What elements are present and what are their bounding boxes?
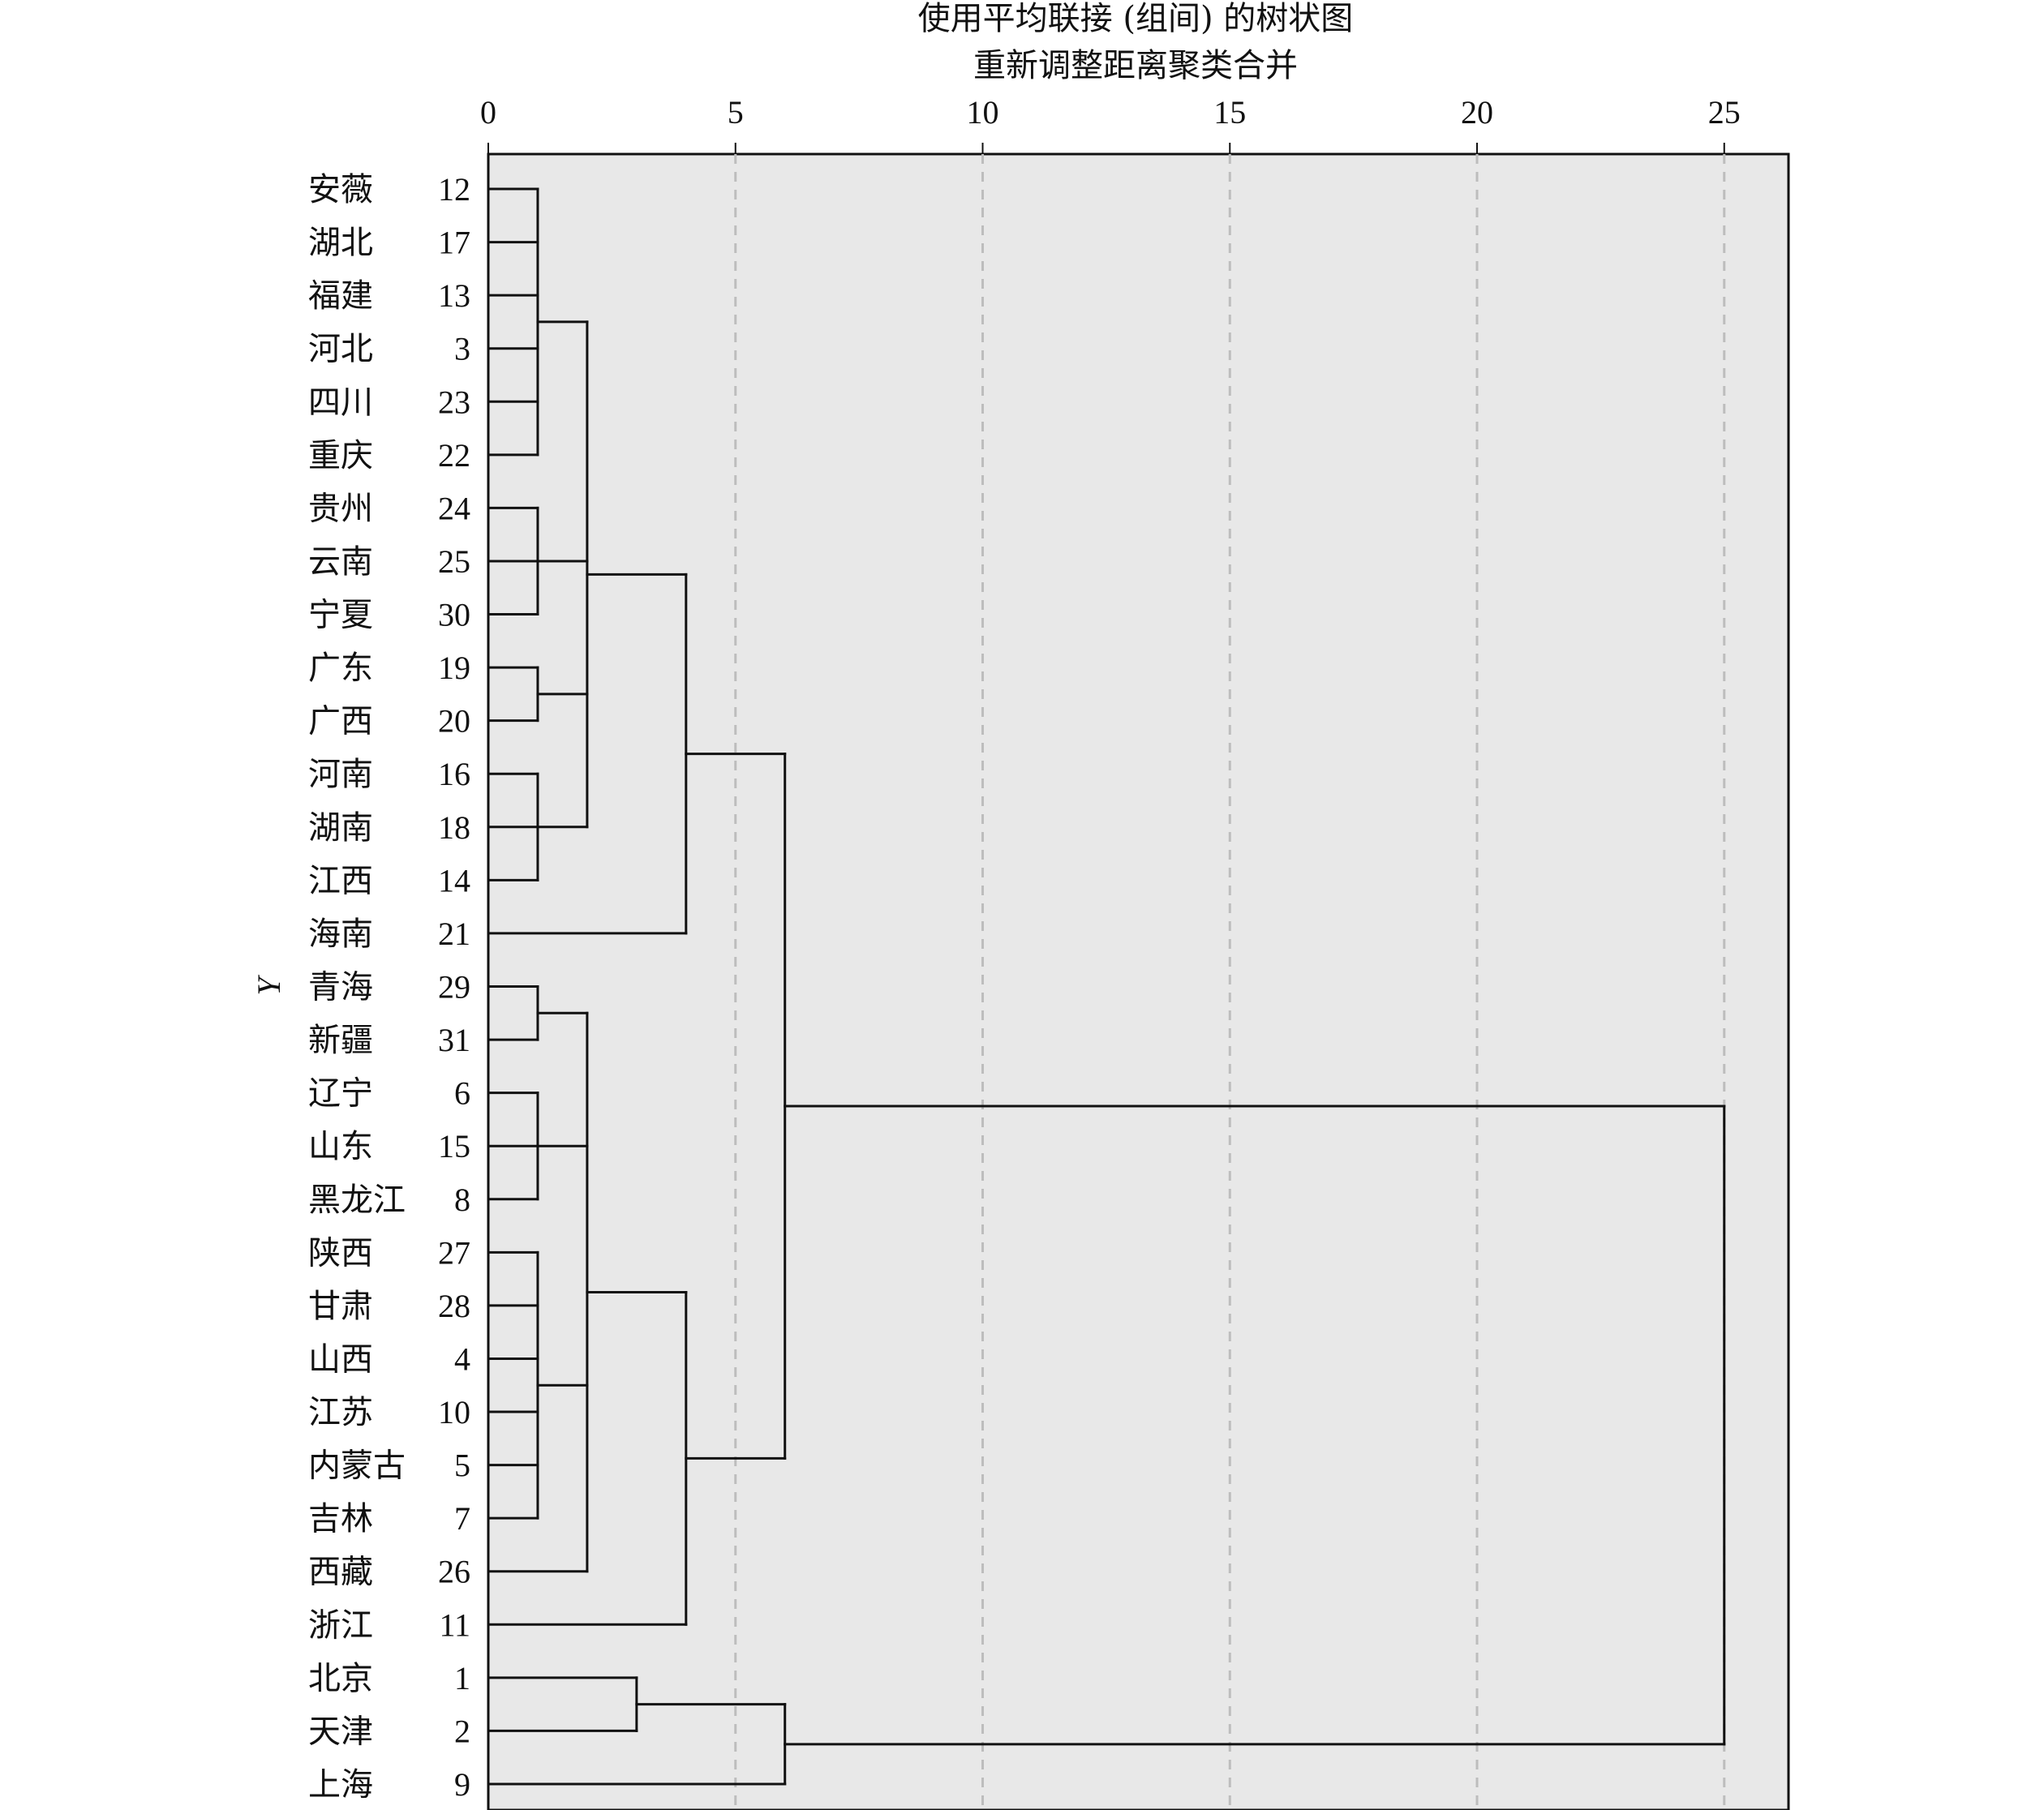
tick-label-15: 15 — [1213, 94, 1246, 131]
leaf-name: 福建 — [308, 277, 373, 315]
leaf-name: 甘肃 — [308, 1288, 373, 1325]
dendrogram-tree — [487, 187, 1726, 1786]
chart-title: 使用平均联接 (组间) 的树状图 — [918, 0, 1354, 37]
leaf-id: 29 — [438, 969, 470, 1006]
leaf-id: 7 — [454, 1500, 470, 1537]
leaf-name: 湖南 — [308, 809, 373, 847]
leaf-id: 17 — [438, 225, 470, 261]
leaf-name: 西藏 — [308, 1554, 373, 1591]
leaf-name: 海南 — [308, 916, 373, 953]
leaf-id: 20 — [438, 703, 470, 740]
leaf-name: 江西 — [308, 862, 373, 899]
leaf-id: 28 — [438, 1288, 470, 1324]
leaf-id: 15 — [438, 1128, 470, 1164]
leaf-name: 宁夏 — [308, 597, 373, 634]
y-axis-label: Y — [251, 975, 287, 996]
leaf-id: 22 — [438, 437, 470, 474]
leaf-id: 6 — [454, 1075, 470, 1112]
leaf-id: 2 — [454, 1713, 470, 1749]
leaf-id: 9 — [454, 1766, 470, 1803]
x-axis-ticks: 0 5 10 15 20 25 — [480, 94, 1741, 154]
plot-background — [487, 152, 1790, 1810]
leaf-id: 19 — [438, 650, 470, 686]
leaf-id: 18 — [438, 809, 470, 846]
leaf-name: 浙江 — [308, 1606, 373, 1644]
tick-label-5: 5 — [728, 94, 744, 131]
leaf-id: 13 — [438, 277, 470, 314]
leaf-name: 北京 — [308, 1660, 373, 1697]
leaf-id: 14 — [438, 862, 470, 899]
leaf-id: 1 — [454, 1660, 470, 1696]
leaf-name: 青海 — [308, 969, 373, 1006]
leaf-name: 山东 — [308, 1128, 373, 1165]
leaf-id: 21 — [438, 916, 470, 952]
leaf-name: 四川 — [308, 384, 373, 421]
leaf-name: 陕西 — [308, 1234, 373, 1272]
leaf-name: 云南 — [308, 543, 373, 581]
leaf-id: 3 — [454, 331, 470, 367]
leaf-name: 重庆 — [308, 437, 373, 474]
leaf-name: 河南 — [308, 756, 373, 793]
leaf-id: 30 — [438, 597, 470, 633]
leaf-id: 4 — [454, 1340, 470, 1377]
leaf-id: 5 — [454, 1448, 470, 1484]
leaf-id: 25 — [438, 543, 470, 580]
leaf-name: 新疆 — [308, 1022, 373, 1059]
leaf-name: 广东 — [308, 650, 373, 687]
leaf-id: 11 — [439, 1606, 470, 1643]
tick-label-25: 25 — [1708, 94, 1741, 131]
leaf-name: 上海 — [308, 1766, 373, 1804]
leaf-id: 26 — [438, 1554, 470, 1590]
leaf-name: 贵州 — [308, 490, 373, 527]
leaf-id: 12 — [438, 171, 470, 208]
leaf-name: 内蒙古 — [308, 1448, 406, 1485]
chart-subtitle: 重新调整距离聚类合并 — [973, 47, 1298, 84]
leaf-id: 16 — [438, 756, 470, 792]
leaf-id: 31 — [438, 1022, 470, 1058]
leaf-id: 27 — [438, 1234, 470, 1271]
leaf-id: 23 — [438, 384, 470, 420]
leaf-name: 江苏 — [308, 1394, 373, 1431]
tick-label-20: 20 — [1461, 94, 1493, 131]
leaf-name: 吉林 — [308, 1500, 373, 1538]
leaf-name: 辽宁 — [308, 1075, 373, 1113]
leaf-name: 安薇 — [308, 171, 373, 208]
leaf-id: 24 — [438, 490, 470, 526]
leaf-id: 8 — [454, 1182, 470, 1218]
leaf-name: 山西 — [308, 1340, 373, 1378]
leaf-name: 广西 — [308, 703, 373, 740]
leaf-name: 湖北 — [308, 225, 373, 262]
grid-lines — [734, 154, 1726, 1810]
tick-label-10: 10 — [967, 94, 999, 131]
leaf-name: 河北 — [308, 331, 373, 368]
leaf-name: 黑龙江 — [308, 1182, 406, 1219]
plot-area — [487, 152, 1790, 1810]
leaf-id: 10 — [438, 1394, 470, 1430]
leaf-name: 天津 — [308, 1713, 373, 1750]
tick-label-0: 0 — [480, 94, 496, 131]
